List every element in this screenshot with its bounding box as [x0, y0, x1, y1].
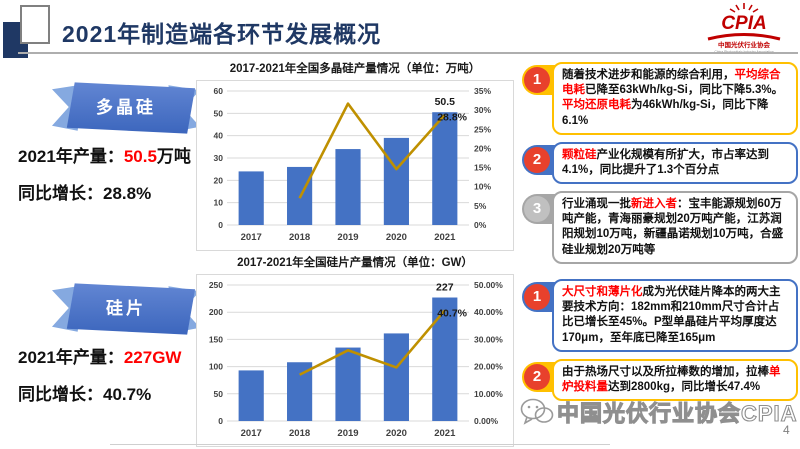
svg-text:30: 30: [214, 153, 224, 163]
svg-text:2019: 2019: [337, 232, 358, 243]
svg-text:2017: 2017: [241, 428, 262, 439]
page-title: 2021年制造端各环节发展概况: [62, 21, 382, 47]
stat-label: 同比增长：: [18, 385, 103, 404]
note-panel-2: 2 由于热场尺寸以及所拉棒数的增加，拉棒单炉投料量达到2800kg，同比增长47…: [522, 358, 798, 402]
note-panel-1: 1 大尺寸和薄片化成为光伏硅片降本的两大主要技术方向：182mm和210mm尺寸…: [522, 279, 798, 352]
note-text-box: 行业涌现一批新进入者：宝丰能源规划60万吨产能，青海丽豪规划20万吨产能，江苏润…: [552, 191, 798, 264]
svg-text:50: 50: [214, 389, 224, 399]
svg-text:0.00%: 0.00%: [474, 416, 499, 426]
svg-text:60: 60: [214, 86, 224, 96]
svg-text:40.7%: 40.7%: [437, 307, 467, 319]
svg-text:2017: 2017: [241, 232, 262, 243]
header-divider: [18, 52, 798, 54]
svg-text:10%: 10%: [474, 182, 491, 192]
svg-text:0%: 0%: [474, 220, 487, 230]
stat-unit: 万吨: [156, 147, 191, 166]
panel-number-badge: 1: [524, 284, 550, 310]
svg-text:0: 0: [218, 220, 223, 230]
svg-text:250: 250: [209, 280, 223, 290]
chart-title: 2017-2021年全国硅片产量情况（单位：GW）: [237, 257, 473, 269]
note-text-box: 大尺寸和薄片化成为光伏硅片降本的两大主要技术方向：182mm和210mm尺寸合计…: [552, 279, 798, 352]
note-panel-3: 3 行业涌现一批新进入者：宝丰能源规划60万吨产能，青海丽豪规划20万吨产能，江…: [522, 191, 798, 264]
stat-value: 40.7%: [103, 385, 152, 404]
svg-text:10: 10: [214, 198, 224, 208]
chart-title: 2017-2021年全国多晶硅产量情况（单位：万吨）: [229, 63, 481, 75]
svg-text:5%: 5%: [474, 201, 487, 211]
highlighted-text: 颗粒硅: [562, 148, 597, 161]
note-panel-2: 2 颗粒硅产业化规模有所扩大，市占率达到4.1%，同比提升了1.3个百分点: [522, 141, 798, 185]
polysilicon-production-stat: 2021年产量：50.5万吨: [18, 142, 208, 167]
polysilicon-notes: 1 随着技术进步和能源的综合利用，平均综合电耗已降至63kWh/kg-Si，同比…: [520, 62, 798, 271]
svg-text:10.00%: 10.00%: [474, 389, 503, 399]
wafer-growth-stat: 同比增长：40.7%: [18, 380, 208, 405]
svg-text:35%: 35%: [474, 86, 491, 96]
decor-gray-square: [20, 5, 50, 44]
svg-text:227: 227: [436, 282, 454, 294]
panel-number-badge: 2: [524, 363, 550, 390]
svg-text:50.5: 50.5: [435, 96, 456, 108]
svg-text:25%: 25%: [474, 124, 491, 134]
note-text-box: 随着技术进步和能源的综合利用，平均综合电耗已降至63kWh/kg-Si，同比下降…: [552, 62, 798, 135]
bottom-divider: [110, 444, 610, 445]
svg-text:2019: 2019: [337, 428, 358, 439]
stat-label: 2021年产量：: [18, 348, 124, 367]
stat-label: 同比增长：: [18, 184, 103, 203]
highlighted-text: 平均综合电耗: [562, 69, 781, 97]
svg-text:2018: 2018: [289, 428, 310, 439]
polysilicon-chart: 2017-2021年全国多晶硅产量情况（单位：万吨） 0 10 20 30 40 50 60…: [196, 60, 514, 251]
svg-text:20: 20: [214, 175, 224, 185]
svg-text:2020: 2020: [386, 428, 407, 439]
svg-text:15%: 15%: [474, 163, 491, 173]
svg-text:40: 40: [214, 131, 224, 141]
polysilicon-growth-stat: 同比增长：28.8%: [18, 179, 208, 204]
cpia-logo: CPIA 中国光伏行业协会 China Photovoltaic Industr…: [700, 2, 788, 54]
panel-number-badge: 2: [524, 146, 550, 173]
svg-text:150: 150: [209, 334, 223, 344]
wafer-chart: 2017-2021年全国硅片产量情况（单位：GW） 0 50 100 150 200 25…: [196, 254, 514, 447]
chart-plot-area: 0 50 100 150 200 250 0.00% 10.00% 20.00% 30.00% 40…: [196, 274, 514, 447]
stat-value: 28.8%: [103, 184, 152, 203]
svg-text:2021: 2021: [434, 428, 456, 439]
sun-rays-icon: [729, 3, 759, 13]
svg-text:20%: 20%: [474, 143, 491, 153]
svg-text:2021: 2021: [434, 232, 456, 243]
highlighted-text: 平均还原电耗: [562, 99, 631, 112]
highlighted-text: 大尺寸和薄片化: [562, 286, 643, 298]
note-text-box: 颗粒硅产业化规模有所扩大，市占率达到4.1%，同比提升了1.3个百分点: [552, 141, 798, 185]
banner-label: 多晶硅: [96, 98, 156, 117]
svg-text:30%: 30%: [474, 105, 491, 115]
highlighted-text: 新进入者: [631, 198, 677, 211]
stat-value: 227GW: [123, 348, 182, 367]
panel-number-badge: 1: [524, 67, 550, 93]
banner-polysilicon: 多晶硅: [52, 80, 200, 136]
svg-text:2018: 2018: [289, 232, 310, 243]
wafer-production-stat: 2021年产量：227GW: [18, 343, 208, 368]
note-text-box: 由于热场尺寸以及所拉棒数的增加，拉棒单炉投料量达到2800kg，同比增长47.4…: [552, 358, 798, 402]
wafer-notes: 1 大尺寸和薄片化成为光伏硅片降本的两大主要技术方向：182mm和210mm尺寸…: [520, 279, 798, 408]
svg-text:20.00%: 20.00%: [474, 362, 503, 372]
svg-text:50.00%: 50.00%: [474, 280, 503, 290]
svg-text:28.8%: 28.8%: [437, 112, 467, 124]
chart-plot-area: 0 10 20 30 40 50 60 0% 5% 10% 15% 20% 25% 30% 35% 2017 2…: [196, 80, 514, 251]
logo-acronym: CPIA: [721, 13, 766, 34]
panel-number-badge: 3: [524, 196, 550, 223]
stat-value: 50.5: [123, 147, 157, 166]
highlighted-text: 单炉投料量: [562, 365, 781, 393]
logo-cn-text: 中国光伏行业协会: [718, 40, 771, 49]
svg-text:2020: 2020: [386, 232, 407, 243]
banner-wafer: 硅片: [52, 281, 200, 337]
stat-label: 2021年产量：: [18, 147, 124, 166]
svg-text:30.00%: 30.00%: [474, 334, 503, 344]
svg-text:100: 100: [209, 362, 223, 372]
svg-text:200: 200: [209, 307, 223, 317]
note-panel-1: 1 随着技术进步和能源的综合利用，平均综合电耗已降至63kWh/kg-Si，同比…: [522, 62, 798, 135]
svg-text:40.00%: 40.00%: [474, 307, 503, 317]
svg-text:0: 0: [218, 416, 223, 426]
banner-label: 硅片: [106, 299, 146, 318]
svg-text:50: 50: [214, 108, 224, 118]
page-number: 4: [783, 423, 790, 437]
